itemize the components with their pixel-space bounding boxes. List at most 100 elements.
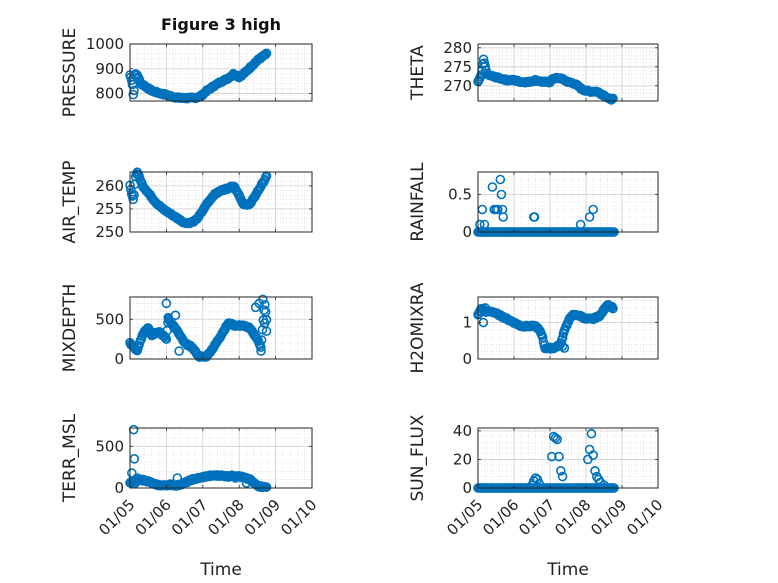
data-point — [555, 466, 566, 476]
data-point — [132, 473, 143, 483]
x-tick-label: 01/10 — [277, 496, 320, 539]
x-tick-label: 01/09 — [241, 496, 284, 539]
x-tick-label: 01/06 — [132, 496, 175, 539]
y-tick-label: 275 — [443, 58, 472, 76]
axes-box — [477, 43, 659, 102]
axes-background — [478, 44, 658, 101]
x-tick-label: 01/07 — [515, 496, 558, 539]
y-axis-label: MIXDEPTH — [60, 284, 80, 373]
data-point — [588, 450, 599, 460]
axes-background — [478, 428, 658, 488]
y-tick-label: 1 — [462, 314, 472, 332]
data-point — [497, 204, 508, 215]
data-point — [586, 428, 597, 439]
y-tick-label: 500 — [95, 310, 124, 328]
y-tick-label: 0 — [462, 479, 472, 497]
x-tick-label: 01/07 — [168, 496, 211, 539]
y-tick-label: 270 — [443, 77, 472, 95]
data-point — [261, 326, 272, 336]
data-point — [608, 93, 618, 104]
x-axis-label: Time — [546, 560, 589, 580]
subplot-h2omixra: 0 1 H2OMIXRA — [408, 282, 659, 374]
data-point — [127, 468, 137, 478]
data-point — [559, 343, 570, 353]
x-tick-label: 01/08 — [551, 496, 594, 539]
subplot-mixdepth: 0 500 MIXDEPTH — [60, 284, 313, 373]
data-point — [557, 341, 568, 352]
axes-box — [477, 427, 659, 489]
data-point — [230, 473, 241, 483]
y-axis-label: RAINFALL — [408, 162, 428, 242]
data-point — [480, 303, 491, 313]
y-tick-label: 40 — [453, 422, 472, 440]
y-tick-label: 0 — [462, 223, 472, 241]
x-tick-label: 01/06 — [479, 496, 522, 539]
data-point — [174, 346, 184, 356]
data-point — [261, 48, 272, 59]
data-point — [590, 466, 600, 476]
data-point — [496, 189, 507, 200]
data-point — [258, 294, 268, 305]
y-tick-label: 260 — [95, 177, 124, 195]
data-point — [550, 433, 561, 443]
x-axis-label: Time — [199, 560, 242, 580]
y-tick-label: 900 — [95, 60, 124, 78]
y-tick-label: 500 — [95, 437, 124, 455]
y-tick-label: 250 — [95, 223, 124, 241]
data-point — [172, 473, 183, 483]
data-point — [128, 89, 139, 100]
axes-box — [129, 171, 313, 233]
y-tick-label: 0 — [114, 350, 124, 368]
x-tick-label: 01/08 — [204, 496, 247, 539]
y-tick-label: 20 — [453, 450, 472, 468]
y-axis-label: PRESSURE — [60, 28, 80, 117]
data-point — [495, 174, 506, 185]
subplot-rainfall: 0 0.5 RAINFALL — [408, 162, 659, 242]
y-axis-label: SUN_FLUX — [408, 414, 428, 501]
axes-box — [129, 43, 313, 102]
data-point — [554, 451, 564, 462]
data-point — [256, 346, 266, 356]
y-tick-label: 1000 — [86, 35, 124, 53]
y-axis-label: TERR_MSL — [60, 413, 80, 503]
data-point — [256, 335, 267, 345]
data-point — [608, 303, 618, 314]
data-point — [257, 324, 268, 335]
axes-box — [129, 427, 313, 489]
subplot-air-temp: 250 255 260 AIR_TEMP — [60, 161, 313, 244]
axes-box — [477, 296, 659, 360]
data-point — [260, 299, 270, 310]
data-point — [557, 471, 568, 482]
y-tick-label: 280 — [443, 39, 472, 57]
x-tick-label: 01/05 — [443, 496, 486, 539]
data-point — [588, 204, 599, 215]
data-point — [575, 219, 586, 230]
axes-box — [129, 296, 313, 360]
y-tick-label: 0 — [114, 479, 124, 497]
data-point — [552, 434, 563, 445]
data-point — [130, 478, 141, 488]
x-tick-label: 01/10 — [623, 496, 666, 539]
y-axis-label: AIR_TEMP — [60, 161, 80, 244]
data-point — [487, 182, 498, 192]
data-point — [168, 322, 179, 333]
y-tick-label: 255 — [95, 200, 124, 218]
data-point — [599, 480, 609, 490]
x-tick-label: 01/05 — [95, 496, 138, 539]
data-point — [532, 474, 543, 485]
data-point — [584, 212, 595, 222]
data-point — [241, 478, 252, 488]
y-tick-label: 800 — [95, 85, 124, 103]
x-tick-label: 01/09 — [587, 496, 630, 539]
y-axis-label: THETA — [408, 45, 428, 101]
y-axis-label: H2OMIXRA — [408, 282, 428, 373]
data-point — [259, 305, 269, 315]
data-point — [261, 482, 272, 492]
data-point — [128, 194, 139, 205]
data-point — [529, 212, 540, 222]
data-point — [474, 219, 485, 230]
subplot-pressure: 800 900 1000 PRESSURE Figure 3 high — [60, 15, 313, 117]
